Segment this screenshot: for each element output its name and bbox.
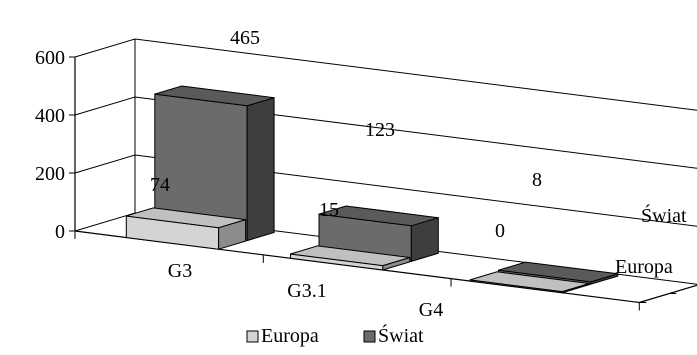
bar-top-face (126, 207, 246, 229)
bar-1-1 (318, 205, 439, 263)
chart-labels: 74 15 0 465 123 8 (150, 27, 542, 242)
depth-tick-label: Europa (615, 256, 673, 278)
bar-0-2 (469, 271, 590, 294)
chart-axes: 0 200 400 600 G3 G3.1 G4 Świat Europa (35, 47, 697, 321)
data-label: 465 (230, 27, 260, 49)
chart-bars (125, 85, 619, 294)
y-tick-label: 200 (35, 163, 65, 185)
bar-0-0 (125, 207, 247, 250)
bar-top-face (154, 85, 275, 107)
legend-label: Europa (261, 325, 319, 347)
legend-swatch (363, 330, 376, 343)
bar-1-0 (154, 85, 275, 242)
bar-top-face (469, 271, 590, 293)
y-tick-label: 600 (35, 47, 65, 69)
y-tick-label: 400 (35, 105, 65, 127)
y-tick-label: 0 (55, 221, 65, 243)
depth-tick-label: Świat (641, 203, 687, 227)
legend-label: Świat (378, 323, 424, 347)
bar-side-face (246, 97, 275, 242)
data-label: 0 (495, 220, 505, 242)
data-label: 15 (319, 199, 339, 221)
x-tick-label: G3.1 (287, 280, 326, 302)
depth-axis (639, 284, 697, 304)
data-label: 74 (150, 174, 170, 196)
x-tick-label: G3 (168, 260, 192, 282)
data-label: 8 (532, 169, 542, 191)
chart-legend: Europa Świat (246, 323, 424, 347)
bar-top-face (318, 205, 439, 227)
bar-top-face (290, 245, 410, 267)
bar-top-face (498, 261, 618, 283)
data-label: 123 (365, 119, 395, 141)
legend-swatch (246, 330, 259, 343)
x-tick-label: G4 (419, 299, 443, 321)
bar-0-1 (290, 245, 411, 271)
